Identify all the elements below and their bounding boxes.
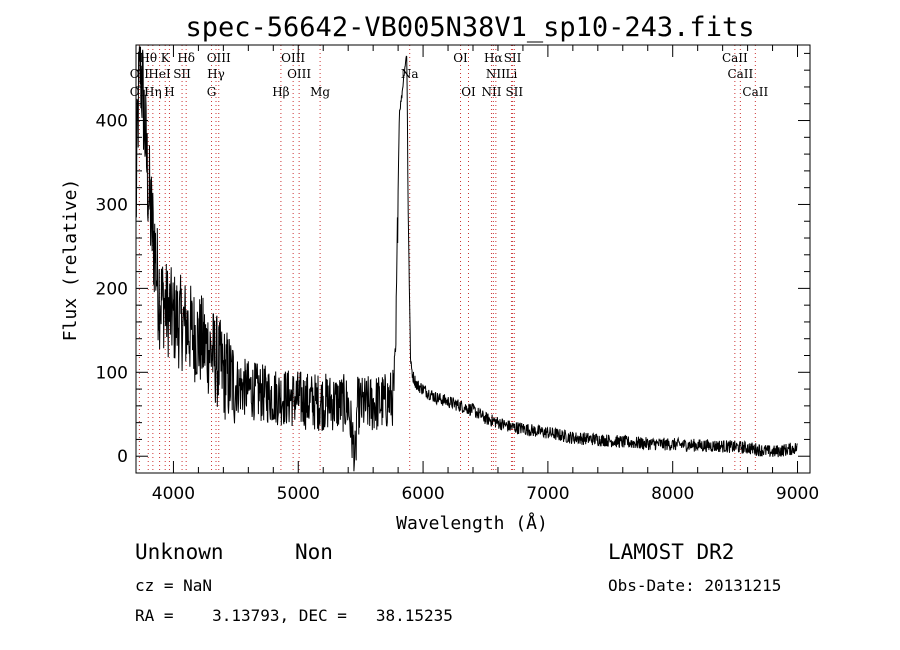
spectral-line-label: Mg xyxy=(310,85,330,99)
object-subclass: Non xyxy=(295,540,333,564)
spectral-line-label: OIII xyxy=(281,51,305,65)
observation-date: Obs-Date: 20131215 xyxy=(608,576,782,595)
spectral-line-label: CaII xyxy=(742,85,768,99)
spectral-line-label: OIII xyxy=(207,51,231,65)
spectral-line-label: H xyxy=(164,85,174,99)
spectral-line-label: Hη xyxy=(144,85,162,99)
spectral-line-label: SII xyxy=(505,85,523,99)
y-tick-label: 200 xyxy=(96,279,128,299)
y-axis-label: Flux (relative) xyxy=(60,179,81,342)
spectral-line-label: Hγ xyxy=(207,67,225,81)
spectral-line-label: Hθ xyxy=(139,51,157,65)
x-tick-label: 8000 xyxy=(651,484,694,504)
plot-frame xyxy=(135,44,811,474)
spectral-line-label: CaII xyxy=(727,67,753,81)
spectral-line-label: SII xyxy=(504,51,522,65)
spectral-line-label: SII xyxy=(173,67,191,81)
y-tick-label: 300 xyxy=(96,195,128,215)
x-axis-label: Wavelength (Å) xyxy=(396,512,548,534)
x-tick-label: 4000 xyxy=(152,484,195,504)
y-tick-label: 0 xyxy=(117,447,128,467)
spectral-line-label: Na xyxy=(401,67,419,81)
spectral-line-label: K xyxy=(161,51,171,65)
spectral-line-label: Hα xyxy=(484,51,503,65)
x-axis: 4000 5000 6000 7000 8000 9000 xyxy=(152,45,819,504)
spectral-line-label: G xyxy=(207,85,217,99)
coordinates: RA = 3.13793, DEC = 38.15235 xyxy=(135,606,453,625)
spectral-line-label: OIII xyxy=(287,67,311,81)
spectrum-series xyxy=(135,46,798,472)
y-tick-label: 100 xyxy=(96,363,128,383)
spectral-line-label: Hδ xyxy=(177,51,195,65)
chart-title: spec-56642-VB005N38V1_sp10-243.fits xyxy=(186,12,755,43)
spectral-line-label: NII xyxy=(481,85,501,99)
spectral-line-label: HeI xyxy=(148,67,171,81)
x-tick-label: 9000 xyxy=(776,484,819,504)
y-axis: 0 100 200 300 400 xyxy=(96,52,810,467)
spectral-line-label: NII xyxy=(486,67,506,81)
spectral-line-label: OI xyxy=(461,85,476,99)
spectral-line-label: Li xyxy=(506,67,518,81)
spectral-line-label: Hβ xyxy=(272,85,289,99)
redshift-cz: cz = NaN xyxy=(135,576,213,595)
x-tick-label: 6000 xyxy=(401,484,444,504)
spectral-line-label: OI xyxy=(453,51,468,65)
x-tick-label: 7000 xyxy=(526,484,569,504)
survey-name: LAMOST DR2 xyxy=(608,540,735,564)
x-tick-label: 5000 xyxy=(277,484,320,504)
y-tick-label: 400 xyxy=(96,112,128,132)
object-class: Unknown xyxy=(135,540,224,564)
spectral-line-label: CaII xyxy=(722,51,748,65)
